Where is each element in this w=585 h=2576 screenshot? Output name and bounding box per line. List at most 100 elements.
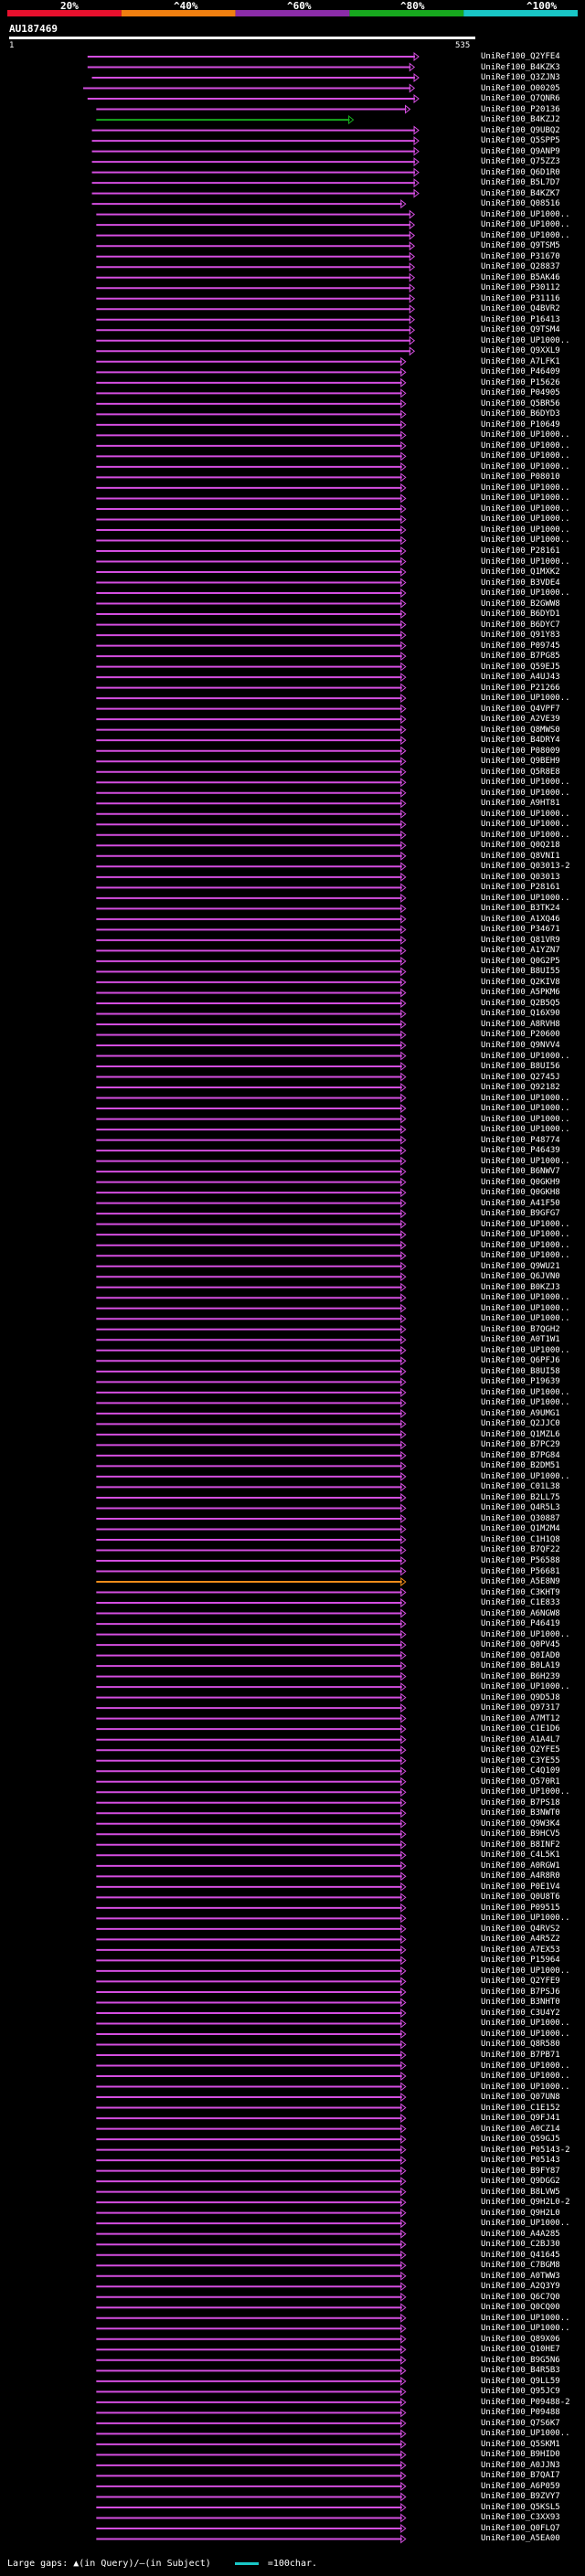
hit-label[interactable]: UniRef100_Q1MXK2: [481, 567, 560, 578]
hit-label[interactable]: UniRef100_Q8R580: [481, 2040, 560, 2050]
hit-label[interactable]: UniRef100_A1XQ46: [481, 914, 560, 924]
hit-label[interactable]: UniRef100_C3KHT9: [481, 1587, 560, 1597]
hit-label[interactable]: UniRef100_Q3ZJN3: [481, 73, 560, 83]
hit-label[interactable]: UniRef100_Q5SKM1: [481, 2439, 560, 2449]
hit-label[interactable]: UniRef100_Q89X06: [481, 2334, 560, 2344]
hit-label[interactable]: UniRef100_Q0U8T6: [481, 1892, 560, 1903]
hit-label[interactable]: UniRef100_UP1000..: [481, 2313, 570, 2323]
hit-label[interactable]: UniRef100_UP1000..: [481, 482, 570, 493]
hit-label[interactable]: UniRef100_P0E1V4: [481, 1882, 560, 1892]
hit-label[interactable]: UniRef100_P08009: [481, 746, 560, 756]
hit-label[interactable]: UniRef100_Q0Q218: [481, 841, 560, 851]
hit-label[interactable]: UniRef100_UP1000..: [481, 2072, 570, 2082]
hit-label[interactable]: UniRef100_UP1000..: [481, 209, 570, 219]
hit-label[interactable]: UniRef100_Q08516: [481, 199, 560, 209]
hit-label[interactable]: UniRef100_UP1000..: [481, 525, 570, 535]
hit-label[interactable]: UniRef100_Q5SPP5: [481, 136, 560, 146]
hit-label[interactable]: UniRef100_Q0CQ00: [481, 2303, 560, 2313]
hit-label[interactable]: UniRef100_Q30887: [481, 1513, 560, 1523]
hit-label[interactable]: UniRef100_UP1000..: [481, 1093, 570, 1103]
hit-label[interactable]: UniRef100_Q95JC9: [481, 2387, 560, 2397]
hit-label[interactable]: UniRef100_Q7S6K7: [481, 2418, 560, 2428]
hit-label[interactable]: UniRef100_P05143-2: [481, 2145, 570, 2155]
hit-label[interactable]: UniRef100_B8INF2: [481, 1839, 560, 1850]
hit-label[interactable]: UniRef100_A0T1W1: [481, 1335, 560, 1345]
hit-label[interactable]: UniRef100_UP1000..: [481, 2019, 570, 2029]
hit-label[interactable]: UniRef100_Q9BEH9: [481, 757, 560, 767]
hit-label[interactable]: UniRef100_C2BJ30: [481, 2240, 560, 2250]
hit-label[interactable]: UniRef100_UP1000..: [481, 2029, 570, 2039]
hit-label[interactable]: UniRef100_Q5R8E8: [481, 767, 560, 777]
hit-label[interactable]: UniRef100_P20600: [481, 1030, 560, 1040]
hit-label[interactable]: UniRef100_B9HCV5: [481, 1829, 560, 1839]
hit-label[interactable]: UniRef100_Q59EJ5: [481, 662, 560, 672]
hit-label[interactable]: UniRef100_Q7QNR6: [481, 94, 560, 104]
hit-label[interactable]: UniRef100_Q2JJC0: [481, 1419, 560, 1429]
hit-label[interactable]: UniRef100_A7EX53: [481, 1945, 560, 1955]
hit-label[interactable]: UniRef100_P09745: [481, 641, 560, 651]
hit-label[interactable]: UniRef100_UP1000..: [481, 2061, 570, 2071]
hit-label[interactable]: UniRef100_Q07UN8: [481, 2093, 560, 2103]
hit-label[interactable]: UniRef100_Q9H2L0-2: [481, 2198, 570, 2208]
hit-label[interactable]: UniRef100_P19639: [481, 1377, 560, 1387]
hit-label[interactable]: UniRef100_B3NHT0: [481, 1998, 560, 2008]
hit-label[interactable]: UniRef100_B9FY87: [481, 2166, 560, 2176]
hit-label[interactable]: UniRef100_A2VE39: [481, 715, 560, 725]
hit-label[interactable]: UniRef100_P05143: [481, 2156, 560, 2166]
hit-label[interactable]: UniRef100_UP1000..: [481, 335, 570, 345]
hit-label[interactable]: UniRef100_A1A4L7: [481, 1734, 560, 1744]
hit-label[interactable]: UniRef100_P56588: [481, 1556, 560, 1565]
hit-label[interactable]: UniRef100_A6P059: [481, 2481, 560, 2491]
hit-label[interactable]: UniRef100_UP1000..: [481, 461, 570, 472]
hit-label[interactable]: UniRef100_C1E1D6: [481, 1724, 560, 1734]
hit-label[interactable]: UniRef100_A0CZ14: [481, 2124, 560, 2134]
hit-label[interactable]: UniRef100_O00205: [481, 83, 560, 93]
hit-label[interactable]: UniRef100_UP1000..: [481, 1293, 570, 1303]
hit-label[interactable]: UniRef100_UP1000..: [481, 2324, 570, 2334]
hit-label[interactable]: UniRef100_UP1000..: [481, 1913, 570, 1924]
hit-label[interactable]: UniRef100_Q5BR56: [481, 398, 560, 408]
hit-label[interactable]: UniRef100_B7PG85: [481, 652, 560, 662]
hit-label[interactable]: UniRef100_Q1M2M4: [481, 1524, 560, 1534]
hit-label[interactable]: UniRef100_A7LFK1: [481, 356, 560, 366]
hit-label[interactable]: UniRef100_C1H1Q8: [481, 1534, 560, 1544]
hit-label[interactable]: UniRef100_UP1000..: [481, 893, 570, 903]
hit-label[interactable]: UniRef100_UP1000..: [481, 1125, 570, 1135]
hit-label[interactable]: UniRef100_UP1000..: [481, 230, 570, 240]
hit-label[interactable]: UniRef100_P09515: [481, 1903, 560, 1913]
hit-label[interactable]: UniRef100_Q4VPF7: [481, 704, 560, 714]
hit-label[interactable]: UniRef100_A9UMG1: [481, 1408, 560, 1418]
hit-label[interactable]: UniRef100_B2LL75: [481, 1492, 560, 1502]
hit-label[interactable]: UniRef100_P15626: [481, 377, 560, 387]
hit-label[interactable]: UniRef100_B6DYD3: [481, 409, 560, 419]
hit-label[interactable]: UniRef100_Q6JVN0: [481, 1272, 560, 1282]
hit-label[interactable]: UniRef100_Q1MZL6: [481, 1429, 560, 1439]
hit-label[interactable]: UniRef100_Q9FJ41: [481, 2114, 560, 2124]
hit-label[interactable]: UniRef100_B3VDE4: [481, 578, 560, 588]
hit-label[interactable]: UniRef100_UP1000..: [481, 1629, 570, 1639]
hit-label[interactable]: UniRef100_B8UI55: [481, 967, 560, 977]
hit-label[interactable]: UniRef100_P09488: [481, 2408, 560, 2418]
hit-label[interactable]: UniRef100_P09488-2: [481, 2397, 570, 2407]
hit-label[interactable]: UniRef100_UP1000..: [481, 1219, 570, 1229]
hit-label[interactable]: UniRef100_C7BGM8: [481, 2261, 560, 2271]
hit-label[interactable]: UniRef100_UP1000..: [481, 830, 570, 840]
hit-label[interactable]: UniRef100_B2GWW8: [481, 599, 560, 609]
hit-label[interactable]: UniRef100_P46409: [481, 367, 560, 377]
hit-label[interactable]: UniRef100_C4Q109: [481, 1766, 560, 1776]
hit-label[interactable]: UniRef100_Q03013-2: [481, 862, 570, 872]
hit-label[interactable]: UniRef100_Q9WU21: [481, 1261, 560, 1271]
hit-label[interactable]: UniRef100_Q0FLQ7: [481, 2523, 560, 2533]
hit-label[interactable]: UniRef100_Q6D1R0: [481, 167, 560, 177]
hit-label[interactable]: UniRef100_A41F50: [481, 1198, 560, 1208]
hit-label[interactable]: UniRef100_Q10HE7: [481, 2345, 560, 2355]
hit-label[interactable]: UniRef100_P31670: [481, 251, 560, 261]
hit-label[interactable]: UniRef100_Q9ANP9: [481, 146, 560, 156]
hit-label[interactable]: UniRef100_Q4BVR2: [481, 304, 560, 314]
hit-label[interactable]: UniRef100_UP1000..: [481, 451, 570, 461]
hit-label[interactable]: UniRef100_A0RGW1: [481, 1860, 560, 1871]
hit-label[interactable]: UniRef100_Q0PV45: [481, 1640, 560, 1650]
hit-label[interactable]: UniRef100_C3YE55: [481, 1755, 560, 1765]
hit-label[interactable]: UniRef100_B2DM51: [481, 1461, 560, 1471]
hit-label[interactable]: UniRef100_B8UI58: [481, 1366, 560, 1376]
